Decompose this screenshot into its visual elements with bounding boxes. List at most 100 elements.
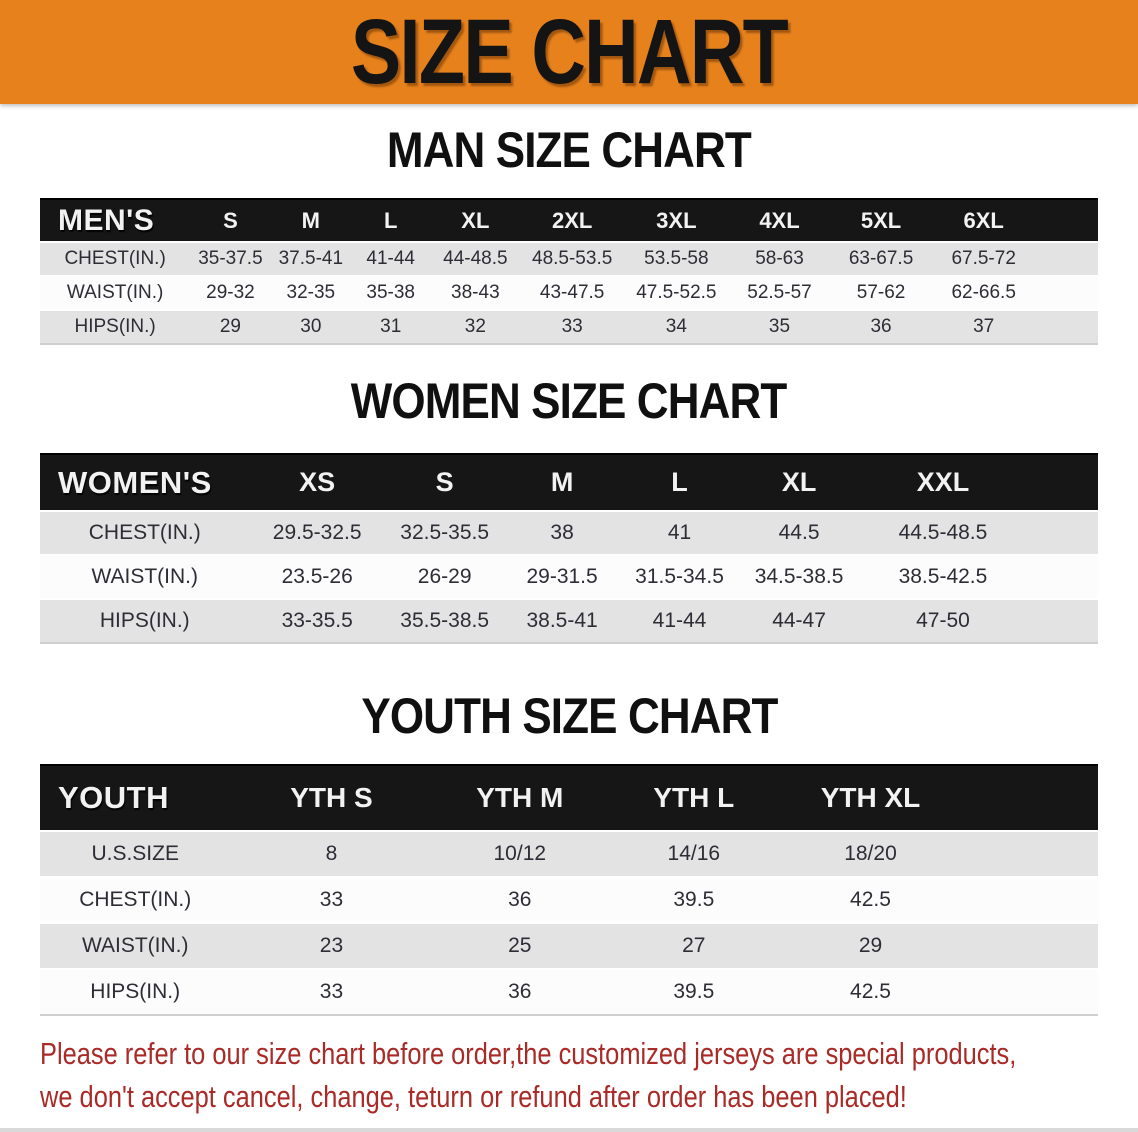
measurement-value: 10/12: [432, 830, 608, 876]
measurement-value: 34.5-38.5: [739, 554, 859, 598]
disclaimer-line-1: Please refer to our size chart before or…: [40, 1036, 1017, 1071]
spacer-cell: [1035, 198, 1098, 241]
measurement-value: 32: [430, 309, 521, 343]
measurement-value: 35-37.5: [190, 241, 271, 275]
measurement-value: 31: [351, 309, 431, 343]
spacer-cell: [960, 922, 1098, 968]
measurement-value: 58-63: [728, 241, 831, 275]
spacer-cell: [960, 876, 1098, 922]
men-section-heading: MAN SIZE CHART: [0, 124, 1138, 176]
measurement-value: 36: [432, 876, 608, 922]
size-col-header: YTH M: [432, 764, 608, 830]
size-col-header: 5XL: [830, 198, 932, 241]
women-size-table: WOMEN'S XS S M L XL XXL CHEST(IN.) 29.5-32.5 32.5…: [40, 453, 1098, 644]
measurement-value: 47-50: [858, 598, 1028, 642]
spacer-cell: [960, 830, 1098, 876]
measurement-value: 29: [780, 922, 961, 968]
size-col-header: 6XL: [931, 198, 1036, 241]
size-col-header: XL: [739, 453, 859, 510]
measurement-value: 29-32: [190, 275, 271, 309]
spacer-cell: [1035, 275, 1098, 309]
measurement-row-label: HIPS(IN.): [40, 598, 250, 642]
measurement-value: 32.5-35.5: [384, 510, 505, 554]
measurement-value: 41: [619, 510, 740, 554]
measurement-value: 43-47.5: [520, 275, 624, 309]
spacer-cell: [1027, 453, 1098, 510]
size-col-header: S: [190, 198, 271, 241]
size-col-header: XXL: [858, 453, 1028, 510]
measurement-value: 31.5-34.5: [619, 554, 740, 598]
measurement-value: 18/20: [780, 830, 961, 876]
table-row: CHEST(IN.) 29.5-32.5 32.5-35.5 38 41 44.5 44.5…: [40, 510, 1098, 554]
size-col-header: 2XL: [520, 198, 624, 241]
measurement-value: 23.5-26: [249, 554, 385, 598]
table-row: HIPS(IN.) 33 36 39.5 42.5: [40, 968, 1098, 1014]
size-col-header: YTH L: [607, 764, 781, 830]
measurement-row-label: WAIST(IN.): [40, 922, 231, 968]
measurement-value: 62-66.5: [931, 275, 1036, 309]
table-row: HIPS(IN.) 33-35.5 35.5-38.5 38.5-41 41-44 44-…: [40, 598, 1098, 642]
disclaimer-line-2: we don't accept cancel, change, teturn o…: [40, 1079, 907, 1114]
youth-section-heading: YOUTH SIZE CHART: [0, 690, 1138, 742]
measurement-value: 35: [728, 309, 831, 343]
measurement-value: 29: [190, 309, 271, 343]
measurement-value: 38.5-41: [504, 598, 620, 642]
measurement-value: 47.5-52.5: [623, 275, 729, 309]
table-row: WAIST(IN.) 23.5-26 26-29 29-31.5 31.5-34.5 34…: [40, 554, 1098, 598]
women-section-heading: WOMEN SIZE CHART: [0, 375, 1138, 427]
spacer-cell: [1035, 241, 1098, 275]
measurement-value: 39.5: [607, 876, 781, 922]
table-row: CHEST(IN.) 35-37.5 37.5-41 41-44 44-48.5 48.5…: [40, 241, 1098, 275]
measurement-value: 67.5-72: [931, 241, 1036, 275]
measurement-value: 53.5-58: [623, 241, 729, 275]
table-row: U.S.SIZE 8 10/12 14/16 18/20: [40, 830, 1098, 876]
measurement-value: 26-29: [384, 554, 505, 598]
table-row: CHEST(IN.) 33 36 39.5 42.5: [40, 876, 1098, 922]
youth-size-table: YOUTH YTH S YTH M YTH L YTH XL U.S.SIZE 8 10/12…: [40, 764, 1098, 1016]
measurement-value: 33-35.5: [249, 598, 385, 642]
measurement-value: 37: [931, 309, 1036, 343]
measurement-value: 29-31.5: [504, 554, 620, 598]
measurement-value: 37.5-41: [270, 241, 352, 275]
measurement-value: 44.5-48.5: [858, 510, 1028, 554]
measurement-value: 38-43: [430, 275, 521, 309]
measurement-value: 44-47: [739, 598, 859, 642]
measurement-value: 33: [520, 309, 624, 343]
group-label: MEN'S: [40, 198, 191, 241]
measurement-value: 44-48.5: [430, 241, 521, 275]
measurement-value: 33: [230, 968, 433, 1014]
size-col-header: M: [270, 198, 352, 241]
size-header-row: MEN'S S M L XL 2XL 3XL 4XL 5XL 6XL: [40, 198, 1098, 241]
spacer-cell: [1027, 598, 1098, 642]
measurement-value: 41-44: [619, 598, 740, 642]
size-col-header: 3XL: [623, 198, 729, 241]
table-row: HIPS(IN.) 29 30 31 32 33 34 35 36 37: [40, 309, 1098, 343]
measurement-value: 35-38: [351, 275, 431, 309]
size-col-header: L: [619, 453, 740, 510]
banner: SIZE CHART: [0, 0, 1138, 104]
spacer-cell: [1035, 309, 1098, 343]
measurement-value: 25: [432, 922, 608, 968]
measurement-value: 29.5-32.5: [249, 510, 385, 554]
measurement-value: 41-44: [351, 241, 431, 275]
size-col-header: L: [351, 198, 431, 241]
measurement-row-label: CHEST(IN.): [40, 241, 191, 275]
measurement-value: 48.5-53.5: [520, 241, 624, 275]
measurement-value: 57-62: [830, 275, 932, 309]
women-section-heading-text: WOMEN SIZE CHART: [351, 373, 788, 429]
spacer-cell: [1027, 554, 1098, 598]
measurement-value: 36: [830, 309, 932, 343]
measurement-row-label: CHEST(IN.): [40, 510, 250, 554]
measurement-value: 23: [230, 922, 433, 968]
measurement-value: 27: [607, 922, 781, 968]
measurement-value: 38.5-42.5: [858, 554, 1028, 598]
bottom-divider: [0, 1128, 1138, 1132]
measurement-value: 42.5: [780, 968, 961, 1014]
measurement-value: 33: [230, 876, 433, 922]
size-col-header: XL: [430, 198, 521, 241]
size-col-header: M: [504, 453, 620, 510]
men-section-heading-text: MAN SIZE CHART: [386, 122, 752, 178]
spacer-cell: [960, 764, 1098, 830]
size-col-header: YTH S: [230, 764, 433, 830]
group-label: WOMEN'S: [40, 453, 250, 510]
